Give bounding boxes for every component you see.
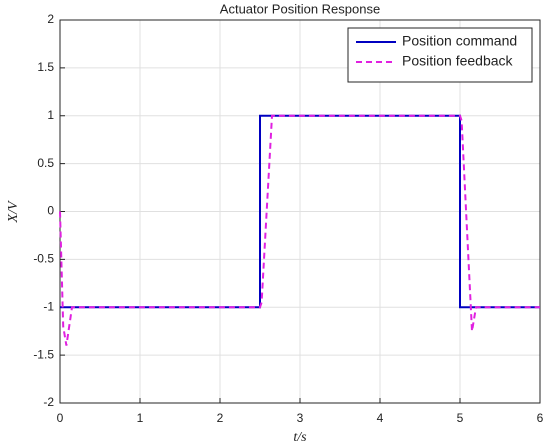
x-tick-label: 1 [137, 411, 144, 425]
chart-title: Actuator Position Response [220, 1, 380, 16]
x-tick-label: 3 [297, 411, 304, 425]
series-line [59, 114, 540, 346]
y-tick-label: 0.5 [37, 156, 54, 170]
x-tick-label: 5 [457, 411, 464, 425]
y-tick-label: 1 [47, 108, 54, 122]
legend-label: Position feedback [402, 53, 514, 69]
y-tick-label: 0 [47, 204, 54, 218]
y-tick-label: 1.5 [37, 60, 54, 74]
y-tick-label: 2 [47, 12, 54, 26]
x-tick-label: 0 [57, 411, 64, 425]
y-tick-label: -0.5 [33, 252, 54, 266]
legend-box [347, 27, 533, 83]
y-tick-label: -1 [43, 299, 54, 313]
x-axis-label: t/s [293, 430, 307, 445]
legend-label: Position command [402, 33, 517, 49]
y-tick-label: -1.5 [33, 347, 54, 361]
x-tick-label: 4 [377, 411, 384, 425]
x-tick-label: 2 [217, 411, 224, 425]
y-axis-label: X/V [6, 200, 21, 223]
y-tick-label: -2 [43, 395, 54, 409]
x-tick-label: 6 [537, 411, 544, 425]
